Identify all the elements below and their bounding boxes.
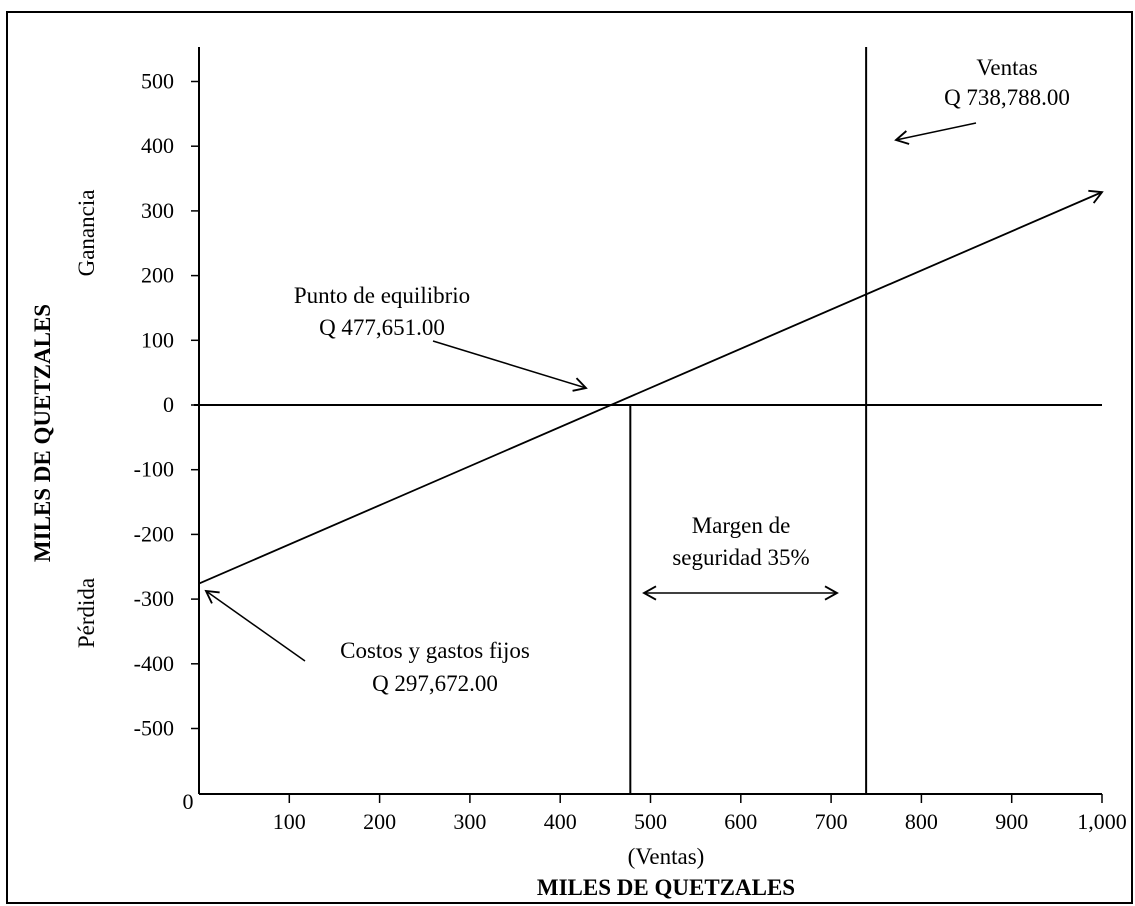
x-tick-label: 100 xyxy=(273,809,306,834)
y-tick-label: 400 xyxy=(141,133,174,158)
margen-label-1: Margen de xyxy=(692,513,791,538)
y-axis-title: MILES DE QUETZALES xyxy=(30,304,55,562)
ventas-value: Q 738,788.00 xyxy=(944,85,1070,110)
ventas-label: Ventas xyxy=(976,55,1037,80)
equilibrio-arrow xyxy=(432,340,588,392)
x-tick-label: 700 xyxy=(815,809,848,834)
y-label-perdida: Pérdida xyxy=(74,578,99,648)
y-tick-label: -300 xyxy=(134,586,174,611)
y-label-ganancia: Ganancia xyxy=(74,190,99,277)
y-tick-label: -500 xyxy=(134,716,174,741)
x-tick-label: 300 xyxy=(453,809,486,834)
y-tick-label: 200 xyxy=(141,263,174,288)
x-tick-label: 600 xyxy=(724,809,757,834)
y-tick-label: -100 xyxy=(134,457,174,482)
origin-label: 0 xyxy=(183,789,194,814)
x-axis-title: MILES DE QUETZALES xyxy=(537,875,795,900)
x-tick-label: 200 xyxy=(363,809,396,834)
profit-line xyxy=(198,189,1104,585)
x-tick-label: 1,000 xyxy=(1077,809,1127,834)
ventas-arrow xyxy=(894,122,977,145)
costos-value: Q 297,672.00 xyxy=(372,671,498,696)
y-tick-label: 500 xyxy=(141,69,174,94)
y-tick-label: 0 xyxy=(163,392,174,417)
breakeven-chart: 500 400 300 200 100 0 -100 -200 -300 -400 -500 100… xyxy=(30,47,1127,900)
x-tick-label: 400 xyxy=(544,809,577,834)
y-tick-label: 100 xyxy=(141,327,174,352)
x-tick-label: 800 xyxy=(905,809,938,834)
margen-label-2: seguridad 35% xyxy=(672,545,809,570)
x-axis-sublabel: (Ventas) xyxy=(628,844,705,869)
equilibrio-label: Punto de equilibrio xyxy=(294,283,470,308)
x-tick-label: 900 xyxy=(995,809,1028,834)
y-tick-label: -200 xyxy=(134,521,174,546)
costos-label: Costos y gastos fijos xyxy=(340,638,530,663)
equilibrio-value: Q 477,651.00 xyxy=(319,315,445,340)
x-tick-label: 500 xyxy=(634,809,667,834)
chart-frame: 500 400 300 200 100 0 -100 -200 -300 -400 -500 100… xyxy=(6,11,1133,904)
y-tick-label: -400 xyxy=(134,651,174,676)
y-tick-label: 300 xyxy=(141,198,174,223)
costos-arrow xyxy=(204,589,306,662)
